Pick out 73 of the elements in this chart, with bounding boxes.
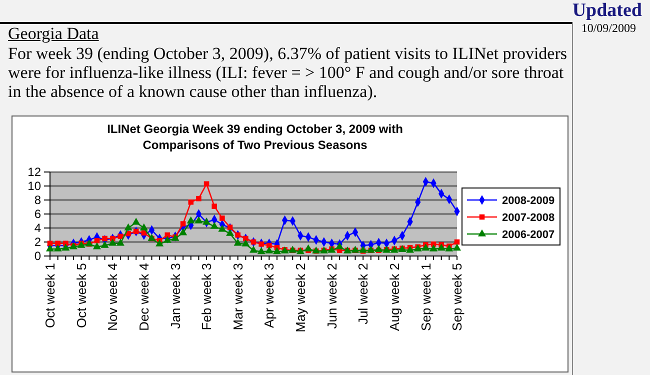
x-tick-label: Mar week 3 xyxy=(230,263,246,330)
x-tick-label: Jan week 3 xyxy=(168,263,183,329)
point xyxy=(92,242,101,250)
point xyxy=(212,204,218,209)
point xyxy=(406,246,414,253)
point xyxy=(266,242,272,248)
text: For week 39 (ending October 3, 2009), 6.37% of patient visits to ILINet providers were for influenza-like illness (ILI: fever = > 100° F and cough and/or sore throat in the absence of a known cause other than influenza). xyxy=(8,44,568,101)
point xyxy=(258,241,264,247)
point xyxy=(234,238,242,246)
point xyxy=(108,238,117,246)
point xyxy=(202,218,211,225)
point xyxy=(359,246,368,253)
point xyxy=(374,245,383,252)
chart-title: ILINet Georgia Week 39 ending October 3, 2009 with Comparisons of Two Previous Seasons xyxy=(107,122,403,152)
point xyxy=(249,246,258,253)
x-tick-label: Jun week 2 xyxy=(324,263,340,329)
point xyxy=(226,228,234,236)
point xyxy=(102,236,108,242)
point xyxy=(132,218,140,225)
point xyxy=(156,239,164,246)
point xyxy=(336,242,344,250)
x-tick-label: Nov week 4 xyxy=(105,263,120,331)
y-tick-label: 8 xyxy=(34,192,42,207)
x-tick-label: May week 2 xyxy=(293,263,308,332)
y-tick-label: 0 xyxy=(34,248,42,263)
x-tick-label: Feb week 3 xyxy=(199,263,214,330)
y-tick-label: 2 xyxy=(34,234,42,249)
point xyxy=(62,244,70,251)
x-tick-label: Oct week 1 xyxy=(42,263,58,328)
point xyxy=(186,216,195,224)
point xyxy=(218,224,226,232)
point xyxy=(242,239,250,246)
point xyxy=(227,224,233,230)
point xyxy=(194,216,203,224)
point xyxy=(54,244,62,252)
x-tick-label: Dec week 4 xyxy=(136,263,152,331)
legend-label: 2008-2009 xyxy=(502,194,555,207)
point xyxy=(210,222,218,229)
point xyxy=(46,244,54,252)
y-tick-label: 6 xyxy=(34,206,42,221)
x-tick-label: Oct week 5 xyxy=(74,263,89,328)
text: Updated xyxy=(572,0,642,22)
x-tick-label: Aug week 2 xyxy=(386,263,402,331)
point xyxy=(180,221,186,226)
point xyxy=(304,244,312,252)
text: Georgia Data xyxy=(8,24,99,44)
x-tick-label: Sep week 1 xyxy=(418,263,434,331)
y-tick-label: 10 xyxy=(28,178,42,193)
x-tick-label: Apr week 3 xyxy=(262,263,277,328)
point xyxy=(265,246,274,254)
point xyxy=(55,240,60,246)
point xyxy=(140,223,148,230)
x-tick-label: Sep week 5 xyxy=(450,263,465,331)
y-tick-label: 4 xyxy=(34,220,42,235)
point xyxy=(437,244,446,251)
point xyxy=(188,199,194,205)
point xyxy=(452,244,462,251)
point xyxy=(116,238,124,246)
point xyxy=(445,244,454,252)
y-tick-label: 12 xyxy=(28,164,42,179)
legend-label: 2006-2007 xyxy=(502,228,555,241)
point xyxy=(430,244,438,252)
point xyxy=(124,223,132,230)
point xyxy=(272,247,281,254)
point xyxy=(220,216,225,221)
text: 10/09/2009 xyxy=(581,21,636,36)
point xyxy=(257,247,266,254)
legend-label: 2007-2008 xyxy=(502,212,555,224)
x-tick-label: Jul week 2 xyxy=(356,263,371,324)
point xyxy=(100,240,109,248)
point xyxy=(196,196,202,202)
point xyxy=(179,228,188,236)
point xyxy=(422,244,430,251)
